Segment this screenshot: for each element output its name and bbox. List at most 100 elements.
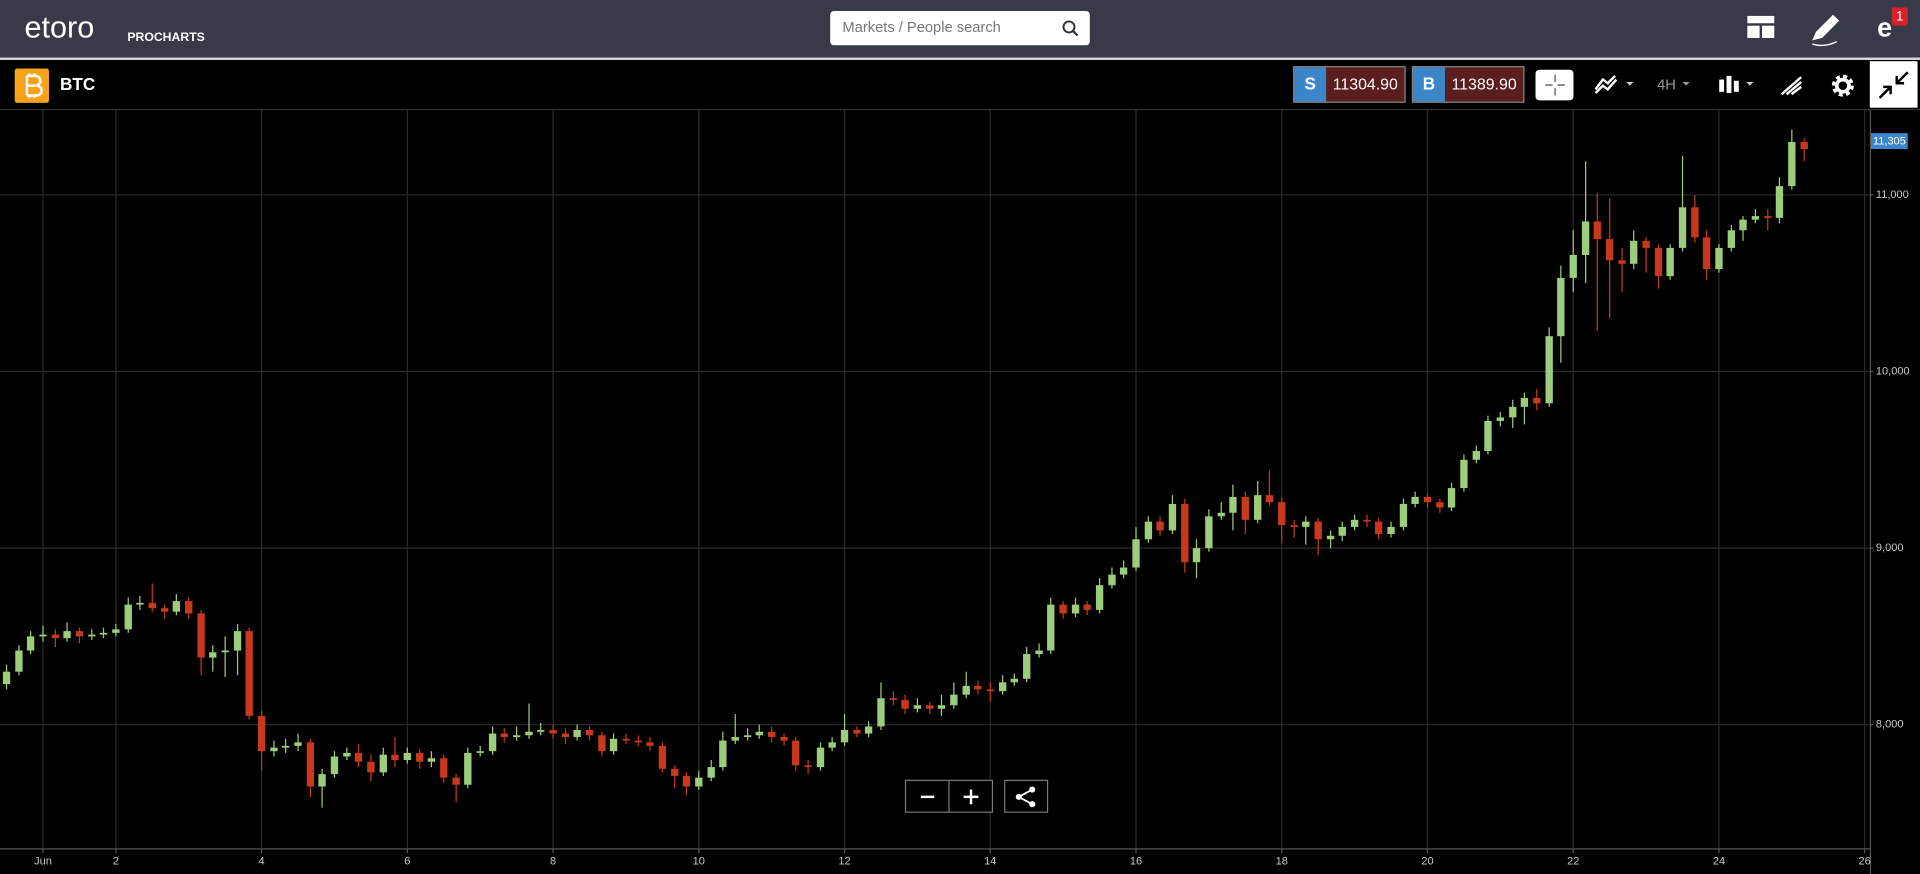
- candle-body: [731, 737, 739, 741]
- search-box[interactable]: [830, 11, 1090, 46]
- candle-body: [828, 742, 836, 748]
- symbol-name: BTC: [60, 74, 95, 94]
- x-tick-label: 2: [113, 856, 119, 868]
- edit-icon[interactable]: [1812, 14, 1840, 47]
- candle-body: [1374, 521, 1383, 534]
- x-tick-label: Jun: [34, 856, 52, 868]
- candle-body: [2, 671, 11, 685]
- last-price-label: 11,305: [1873, 136, 1906, 148]
- candle-body: [1059, 604, 1067, 614]
- candle-body: [1702, 237, 1711, 270]
- candle-body: [1509, 406, 1517, 418]
- x-tick-label: 6: [404, 856, 410, 868]
- candle-body: [950, 694, 958, 706]
- candle-body: [427, 758, 436, 762]
- candle-body: [877, 698, 885, 727]
- chart-type-button[interactable]: [1719, 75, 1754, 94]
- candle-body: [609, 738, 618, 752]
- candle-body: [1254, 495, 1262, 520]
- share-button[interactable]: [1004, 779, 1049, 813]
- notification-badge: [1891, 7, 1908, 26]
- x-tick-label: 18: [1276, 856, 1288, 868]
- buy-tag: [1413, 67, 1445, 102]
- candle-body: [695, 777, 703, 787]
- candle-body: [197, 613, 205, 658]
- indicators-button[interactable]: [1594, 75, 1634, 94]
- candle-body: [1654, 247, 1663, 277]
- candle-body: [864, 726, 873, 734]
- crosshair-button[interactable]: [1535, 69, 1574, 101]
- candle-body: [379, 754, 387, 773]
- candle-body: [1545, 336, 1553, 404]
- x-tick-label: 4: [259, 856, 265, 868]
- sell-tag: [1294, 67, 1327, 102]
- sell-button[interactable]: S 11304.90: [1293, 66, 1406, 103]
- candle-body: [1605, 239, 1614, 261]
- candle-body: [500, 733, 508, 738]
- logo[interactable]: etoro: [24, 10, 94, 44]
- logo-sub: PROCHARTS: [127, 30, 205, 44]
- candle-body: [1168, 503, 1177, 531]
- candle-body: [1691, 207, 1699, 238]
- candle-body: [1132, 539, 1140, 568]
- drawing-button[interactable]: [1780, 76, 1803, 96]
- candle-body: [124, 604, 132, 630]
- candle-body: [1350, 519, 1359, 527]
- candle-body: [1569, 254, 1577, 278]
- candle-body: [306, 742, 315, 787]
- y-tick-label: 8,000: [1876, 719, 1904, 731]
- candle-body: [464, 752, 472, 785]
- candle-body: [1326, 535, 1335, 540]
- account-icon[interactable]: e 1: [1877, 7, 1908, 42]
- candle-body: [767, 731, 776, 738]
- zoom-in[interactable]: [963, 789, 979, 805]
- buy-button[interactable]: B 11389.90: [1411, 66, 1525, 103]
- candle-body: [476, 751, 484, 753]
- fullscreen-button[interactable]: [1869, 61, 1918, 108]
- candle-body: [330, 756, 339, 775]
- candle-body: [209, 652, 217, 658]
- buy-label: B: [1423, 74, 1435, 94]
- candle-body: [1447, 488, 1456, 508]
- candle-body: [1217, 512, 1225, 517]
- candle-body: [1047, 604, 1055, 651]
- candle-body: [1095, 585, 1104, 610]
- candle-body: [755, 731, 763, 736]
- candle-body: [622, 738, 630, 741]
- candle-body: [974, 685, 982, 690]
- candle-body: [1399, 503, 1408, 527]
- candle-body: [573, 729, 581, 738]
- candle-body: [1144, 521, 1153, 540]
- candle-body: [440, 758, 448, 778]
- candle-body: [937, 705, 946, 709]
- candle-body: [1484, 420, 1492, 451]
- candle-body: [1642, 240, 1650, 248]
- search-icon[interactable]: [1062, 20, 1079, 37]
- candle-body: [88, 634, 96, 637]
- candle-body: [354, 752, 363, 762]
- candle-body: [1423, 496, 1432, 503]
- zoom-controls: [904, 779, 1049, 813]
- candle-body: [1666, 247, 1674, 277]
- candle-body: [233, 631, 242, 651]
- symbol-glyph: [25, 73, 43, 98]
- candle-body: [986, 689, 994, 692]
- candle-body: [1520, 398, 1529, 407]
- settings-button[interactable]: [1831, 74, 1854, 97]
- sell-price: 11304.90: [1333, 76, 1398, 93]
- candle-body: [294, 742, 302, 746]
- candle-body: [148, 602, 156, 609]
- candle-body: [585, 729, 594, 736]
- candle-body: [1314, 521, 1322, 540]
- candle-body: [1727, 230, 1736, 248]
- candle-body: [913, 705, 922, 709]
- candle-body: [792, 740, 800, 766]
- timeframe[interactable]: 4H: [1657, 78, 1676, 94]
- candle-body: [1630, 240, 1638, 264]
- candle-body: [853, 729, 861, 734]
- layout-icon[interactable]: [1747, 15, 1775, 38]
- candle-body: [1593, 221, 1601, 240]
- x-tick-label: 16: [1130, 856, 1142, 868]
